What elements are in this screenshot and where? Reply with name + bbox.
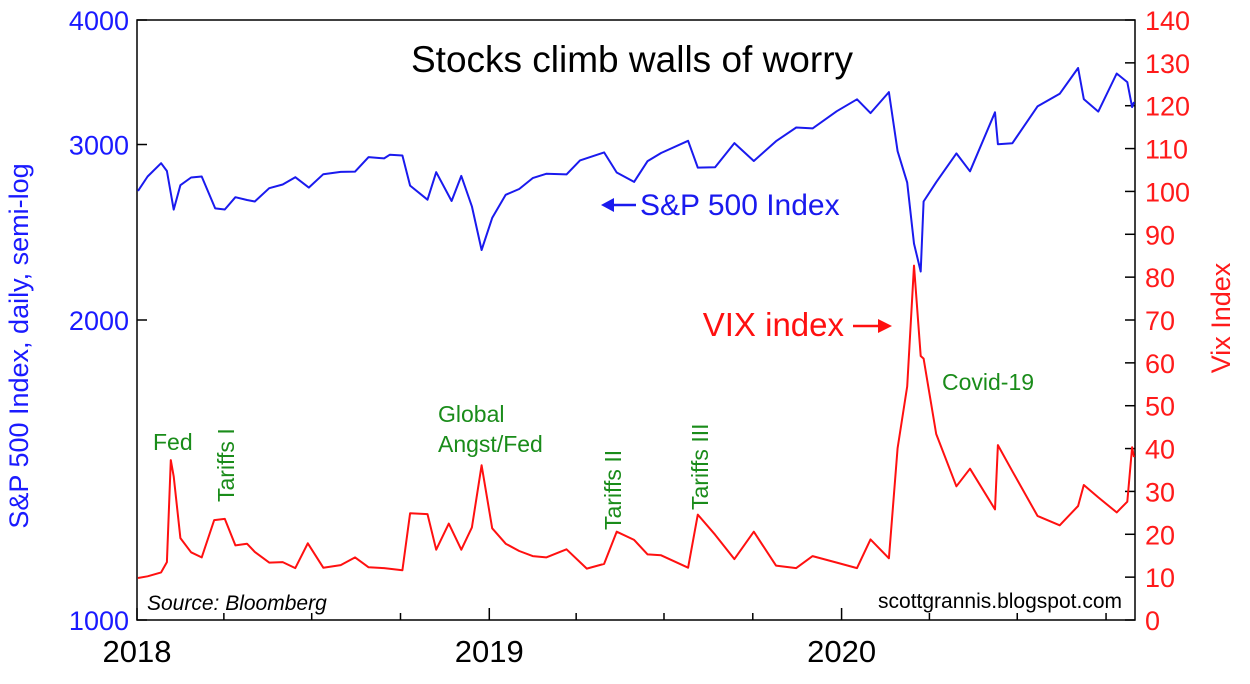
x-tick-label: 2019 [455,634,524,669]
x-axis: 2018 2019 2020 [103,608,1107,669]
right-tick-label: 120 [1145,92,1190,122]
x-tick-label: 2018 [103,634,172,669]
annotation-global-angst-line2: Angst/Fed [438,431,543,457]
right-tick-label: 140 [1145,6,1190,36]
right-tick-label: 40 [1145,435,1175,465]
left-tick-label: 2000 [69,306,129,336]
annotation-tariffs-1: Tariffs I [213,428,239,502]
plot-frame [136,19,1136,621]
vix-arrow-icon [878,319,892,333]
right-axis-title: Vix Index [1206,262,1236,373]
left-tick-label: 1000 [69,606,129,636]
sp500-label-group: S&P 500 Index [601,189,840,222]
right-tick-label: 90 [1145,220,1175,250]
right-tick-label: 70 [1145,306,1175,336]
left-axis-title: S&P 500 Index, daily, semi-log [4,163,34,528]
right-tick-label: 110 [1145,135,1188,165]
series-layer [137,67,1135,579]
right-tick-label: 0 [1145,606,1160,636]
sp500-line [137,67,1135,273]
right-tick-label: 20 [1145,520,1175,550]
sp500-series-label: S&P 500 Index [640,189,840,222]
annotation-covid: Covid-19 [942,369,1034,395]
left-axis: 1000 2000 3000 4000 [69,6,147,636]
vix-series-label: VIX index [703,306,845,343]
right-tick-label: 50 [1145,392,1175,422]
x-tick-label: 2020 [807,634,876,669]
vix-label-group: VIX index [703,306,892,343]
source-label: Source: Bloomberg [147,592,327,615]
left-tick-label: 4000 [69,6,129,36]
right-tick-label: 60 [1145,349,1175,379]
right-tick-label: 10 [1145,563,1175,593]
right-tick-label: 130 [1145,49,1190,79]
vix-line [137,264,1135,579]
right-axis: 0 10 20 30 40 50 60 70 80 90 100 110 120 130 140 [1125,6,1190,636]
credit-label: scottgrannis.blogspot.com [878,590,1122,613]
right-tick-label: 30 [1145,477,1175,507]
annotation-global-angst-line1: Global [438,401,504,427]
sp500-arrow-icon [601,198,614,212]
right-tick-label: 100 [1145,177,1190,207]
annotation-fed: Fed [153,429,193,455]
right-tick-label: 80 [1145,263,1175,293]
left-tick-label: 3000 [69,131,129,161]
chart-title: Stocks climb walls of worry [411,39,854,80]
annotation-tariffs-3: Tariffs III [687,424,713,511]
annotation-tariffs-2: Tariffs II [600,450,626,530]
